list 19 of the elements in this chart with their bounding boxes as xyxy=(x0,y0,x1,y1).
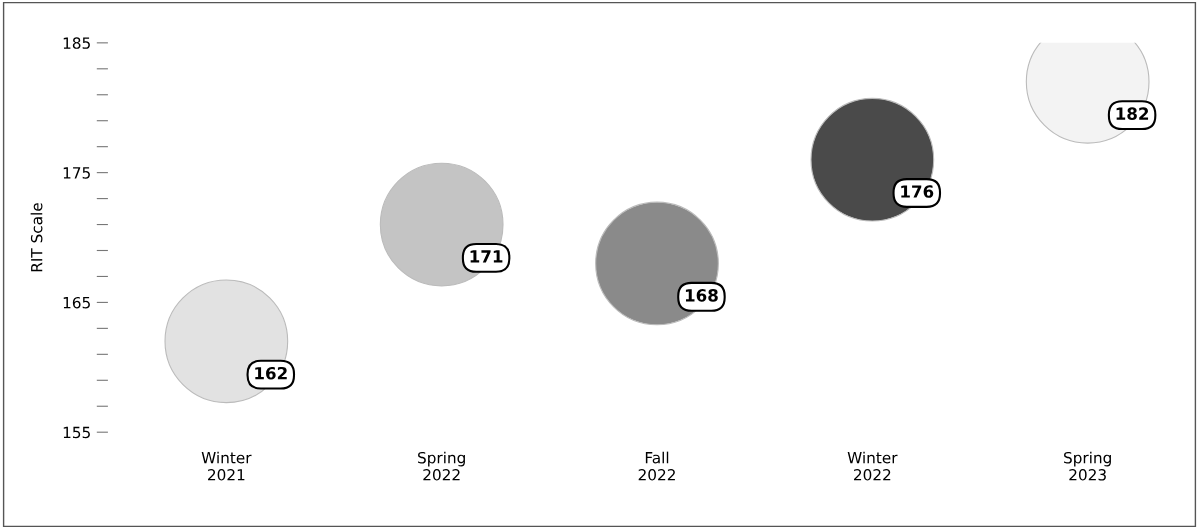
point xyxy=(164,279,289,404)
data-label: 168 xyxy=(685,289,718,302)
x-tick-label: Spring 2022 xyxy=(418,451,465,481)
y-tick-label: 165 xyxy=(63,296,90,309)
y-axis-title: RIT Scale xyxy=(30,203,43,272)
point xyxy=(379,162,504,287)
data-label: 171 xyxy=(470,250,503,263)
x-tick-label: Spring 2023 xyxy=(1064,451,1111,481)
x-tick-label: Fall 2022 xyxy=(638,451,675,481)
point xyxy=(810,97,935,222)
data-label: 162 xyxy=(255,366,287,380)
x-tick-label: Winter 2021 xyxy=(201,451,252,481)
x-tick-label: Winter 2022 xyxy=(847,451,898,481)
y-tick-label: 155 xyxy=(63,426,90,439)
data-label: 176 xyxy=(901,185,934,198)
y-tick-label: 175 xyxy=(63,167,90,179)
point xyxy=(595,201,719,326)
data-label: 182 xyxy=(1116,107,1149,120)
y-tick-label: 185 xyxy=(63,37,90,49)
